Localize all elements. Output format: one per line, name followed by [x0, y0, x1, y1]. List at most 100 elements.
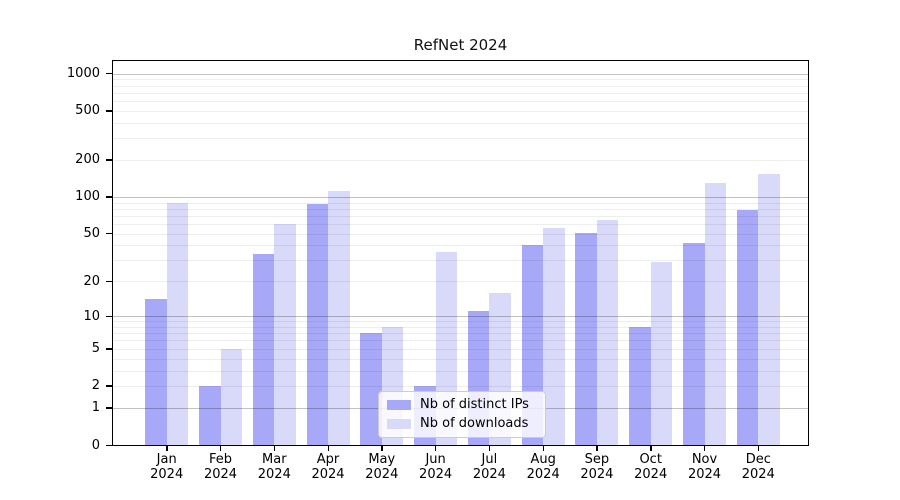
x-tick-label-aug: Aug 2024 [526, 452, 560, 482]
bar-downloads-jan [166, 202, 189, 445]
x-tick-mark-apr [327, 446, 329, 451]
gridline-800 [113, 85, 808, 87]
bar-ips-jan [145, 299, 167, 445]
gridline-9 [113, 321, 808, 323]
bar-downloads-dec [758, 173, 780, 445]
gridline-600 [113, 101, 808, 102]
legend-item-downloads: Nb of downloads [387, 417, 537, 431]
chart-title: RefNet 2024 [413, 36, 508, 54]
gridline-300 [113, 138, 808, 140]
x-tick-mark-oct [650, 446, 652, 451]
bar-downloads-nov [704, 182, 726, 445]
legend-swatch-distinct-ips [387, 400, 411, 410]
y-tick-label-1: 1 [91, 400, 100, 416]
y-tick-label-500: 500 [75, 103, 100, 119]
x-tick-label-jun: Jun 2024 [419, 452, 453, 482]
y-tick-label-100: 100 [75, 189, 100, 205]
bar-ips-feb [199, 385, 221, 445]
gridline-400 [113, 122, 808, 124]
x-tick-mark-mar [273, 446, 276, 451]
bar-downloads-feb [220, 348, 242, 445]
gridline-2 [113, 385, 808, 387]
gridline-8 [113, 326, 808, 328]
legend-swatch-downloads [387, 419, 411, 429]
x-tick-mark-aug [542, 446, 545, 451]
x-tick-mark-may [381, 446, 383, 451]
gridline-700 [113, 92, 808, 94]
gridline-20 [113, 281, 808, 283]
bar-downloads-oct [650, 262, 673, 445]
x-tick-label-may: May 2024 [365, 452, 399, 482]
bar-downloads-aug [543, 227, 565, 445]
x-tick-mark-nov [704, 446, 706, 451]
gridline-200 [113, 159, 808, 161]
y-tick-label-200: 200 [75, 152, 100, 168]
gridline-40 [113, 245, 808, 247]
x-tick-label-jan: Jan 2024 [150, 452, 184, 482]
gridline-500 [113, 110, 808, 112]
legend-label-distinct-ips: Nb of distinct IPs [420, 397, 529, 412]
x-tick-label-mar: Mar 2024 [257, 452, 291, 482]
gridline-100 [113, 196, 808, 198]
bar-ips-nov [683, 242, 705, 445]
y-tick-mark-500 [106, 110, 112, 112]
legend-item-distinct-ips: Nb of distinct IPs [387, 398, 537, 412]
bar-ips-oct [629, 326, 651, 445]
gridline-70 [113, 215, 808, 217]
legend: Nb of distinct IPs Nb of downloads [378, 391, 546, 438]
x-tick-label-jul: Jul 2024 [472, 452, 506, 482]
y-tick-mark-100 [106, 196, 112, 198]
y-tick-mark-1000 [106, 73, 112, 75]
x-tick-mark-feb [220, 446, 222, 451]
gridline-5 [113, 348, 808, 350]
y-tick-label-50: 50 [83, 226, 100, 242]
y-tick-label-10: 10 [83, 308, 100, 324]
x-tick-label-dec: Dec 2024 [741, 452, 775, 482]
bar-downloads-sep [596, 219, 619, 445]
x-tick-mark-jun [435, 446, 437, 451]
gridline-90 [113, 202, 808, 204]
x-tick-label-feb: Feb 2024 [203, 452, 238, 482]
x-tick-label-nov: Nov 2024 [687, 452, 722, 482]
x-tick-mark-jul [488, 446, 491, 451]
y-tick-mark-10 [106, 315, 112, 317]
bar-ips-may [360, 333, 382, 445]
x-tick-label-sep: Sep 2024 [580, 452, 614, 482]
y-tick-mark-200 [106, 159, 112, 161]
gridline-4 [113, 358, 808, 360]
x-tick-mark-sep [596, 446, 598, 451]
legend-label-downloads: Nb of downloads [420, 416, 529, 431]
y-tick-mark-50 [106, 233, 112, 235]
x-tick-label-apr: Apr 2024 [311, 452, 345, 482]
y-tick-mark-20 [106, 280, 112, 283]
gridline-60 [113, 224, 808, 225]
gridline-7 [113, 333, 808, 335]
bar-ips-sep [575, 232, 597, 445]
plot-area: Nb of distinct IPs Nb of downloads [112, 60, 809, 446]
bar-downloads-apr [328, 190, 350, 445]
bar-downloads-mar [274, 224, 296, 445]
gridline-80 [113, 208, 808, 210]
x-tick-label-oct: Oct 2024 [634, 452, 668, 482]
y-tick-mark-1 [106, 407, 112, 409]
y-tick-label-5: 5 [91, 341, 100, 357]
gridline-1000 [113, 73, 808, 75]
y-tick-label-0: 0 [91, 437, 100, 453]
gridline-900 [113, 79, 808, 81]
gridline-10 [113, 316, 808, 318]
bar-ips-mar [252, 253, 275, 445]
x-tick-mark-jan [166, 446, 168, 451]
y-tick-mark-5 [106, 348, 112, 350]
y-tick-label-1000: 1000 [66, 66, 100, 81]
bar-ips-dec [736, 210, 759, 445]
y-tick-mark-0 [106, 444, 112, 446]
gridline-3 [113, 370, 808, 372]
y-tick-label-2: 2 [91, 378, 100, 394]
gridline-30 [113, 260, 808, 262]
gridline-6 [113, 340, 808, 342]
y-tick-mark-2 [106, 385, 112, 387]
y-tick-label-20: 20 [83, 273, 100, 289]
bar-ips-apr [306, 203, 328, 445]
x-tick-mark-dec [757, 446, 760, 451]
